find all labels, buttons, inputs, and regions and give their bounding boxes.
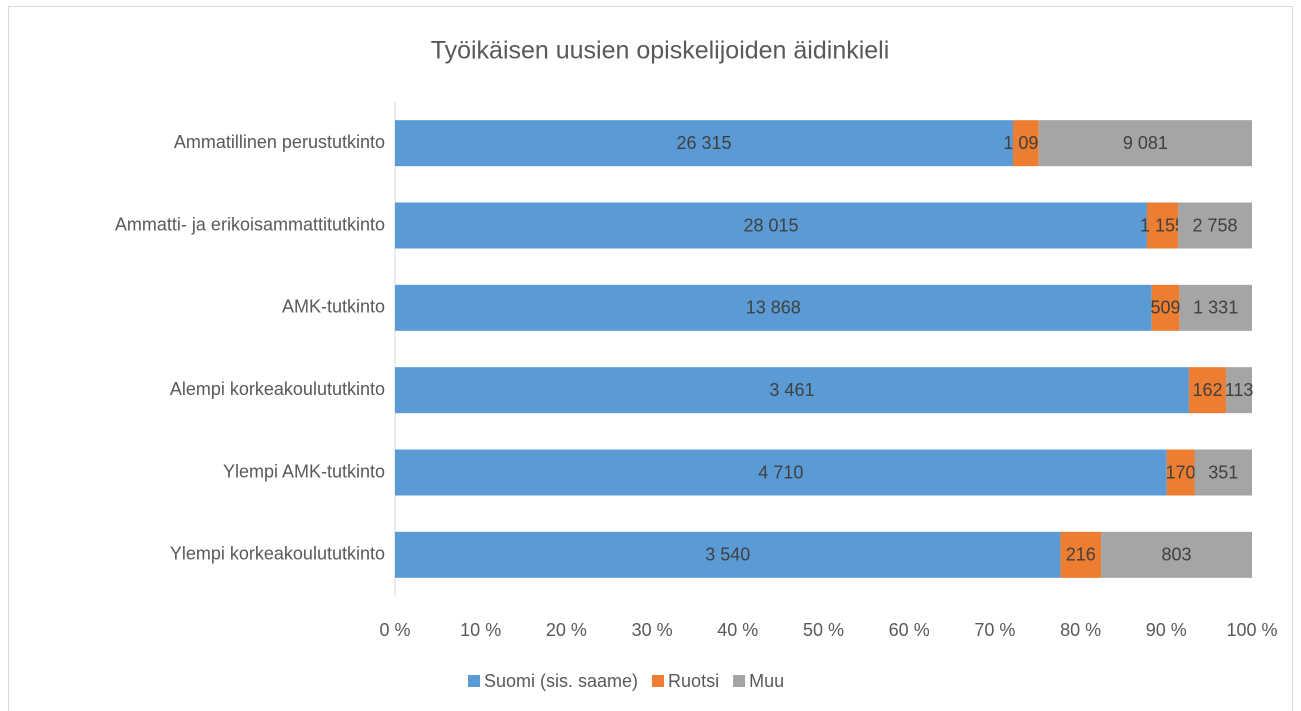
data-label: 13 868 — [746, 298, 801, 318]
bar-segment — [1226, 367, 1252, 414]
bar-segment — [1038, 120, 1252, 167]
x-tick-label: 30 % — [632, 620, 673, 640]
y-tick-label: Ylempi AMK-tutkinto — [223, 461, 385, 481]
bar-segment — [1166, 449, 1195, 496]
legend-swatch — [652, 675, 665, 687]
x-tick-label: 50 % — [803, 620, 844, 640]
x-tick-label: 60 % — [889, 620, 930, 640]
data-label: 351 — [1208, 462, 1238, 482]
y-tick-label: Alempi korkeakoulututkinto — [170, 379, 385, 399]
bar-segment — [395, 449, 1167, 496]
data-label: 4 710 — [758, 462, 803, 482]
data-label: 9 081 — [1123, 133, 1168, 153]
data-label: 26 315 — [676, 133, 731, 153]
bar-segment — [1101, 531, 1252, 578]
bar-segment — [1146, 202, 1178, 249]
bar-segment — [1177, 202, 1252, 249]
data-label: 28 015 — [743, 215, 798, 235]
legend-label: Muu — [749, 671, 784, 691]
y-tick-label: Ammatillinen perustutkinto — [174, 132, 385, 152]
legend-swatch — [468, 675, 480, 687]
bar-segment — [395, 367, 1189, 414]
chart-title: Työikäisen uusien opiskelijoiden äidinki… — [431, 37, 890, 65]
x-tick-label: 90 % — [1146, 620, 1187, 640]
data-label: 3 461 — [769, 380, 814, 400]
y-tick-label: AMK-tutkinto — [282, 297, 385, 317]
x-tick-label: 0 % — [379, 620, 410, 640]
bar-segment — [1179, 284, 1252, 331]
data-label: 3 540 — [705, 545, 750, 565]
chart-border — [8, 6, 1293, 711]
legend-label: Ruotsi — [668, 671, 719, 691]
bar-segment — [395, 120, 1014, 167]
y-tick-label: Ylempi korkeakoulututkinto — [170, 544, 385, 564]
data-label: 509 — [1150, 298, 1180, 318]
bar-segment — [1013, 120, 1039, 167]
bar-segment — [395, 202, 1147, 249]
x-tick-label: 100 % — [1226, 620, 1277, 640]
data-label: 1 331 — [1193, 298, 1238, 318]
data-label: 216 — [1066, 545, 1096, 565]
bar-segment — [1188, 367, 1227, 414]
data-label: 1 095 — [1003, 133, 1048, 153]
data-label: 1 155 — [1140, 215, 1185, 235]
bar-segment — [395, 531, 1061, 578]
x-tick-label: 80 % — [1060, 620, 1101, 640]
x-tick-label: 70 % — [974, 620, 1015, 640]
data-label: 803 — [1162, 545, 1192, 565]
data-label: 113 — [1225, 380, 1254, 400]
legend-swatch — [733, 675, 746, 687]
x-tick-label: 40 % — [717, 620, 758, 640]
y-tick-label: Ammatti- ja erikoisammattitutkinto — [115, 214, 385, 234]
bar-segment — [1060, 531, 1102, 578]
bar-segment — [1194, 449, 1252, 496]
data-label: 170 — [1166, 462, 1196, 482]
bar-segment — [1151, 284, 1180, 331]
x-tick-label: 20 % — [546, 620, 587, 640]
bar-segment — [395, 284, 1152, 331]
legend-label: Suomi (sis. saame) — [484, 671, 638, 691]
x-tick-label: 10 % — [460, 620, 501, 640]
data-label: 2 758 — [1192, 215, 1237, 235]
data-label: 162 — [1192, 380, 1222, 400]
